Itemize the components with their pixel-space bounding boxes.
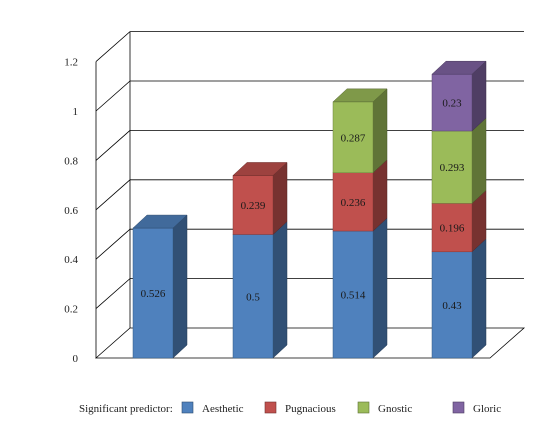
bar-side-aesthetic	[471, 238, 487, 359]
legend-swatch-gloric	[452, 401, 465, 414]
bar-segment-pugnacious	[431, 203, 473, 253]
bar-side-gnostic	[471, 117, 487, 204]
bar-top-gnostic	[332, 88, 388, 103]
legend: Significant predictor: Aesthetic Pugnacio…	[79, 401, 501, 415]
bar-segment-gloric	[431, 73, 473, 132]
bar-side-gnostic	[372, 88, 388, 174]
bar-side-aesthetic	[272, 220, 288, 359]
bar-side-aesthetic	[172, 214, 188, 359]
bar-segment-aesthetic	[132, 227, 174, 359]
data-label: 0.287	[341, 132, 366, 144]
bar-segment-aesthetic	[332, 230, 374, 359]
data-label: 0.514	[341, 290, 366, 302]
y-tick-label: 1.2	[64, 57, 78, 69]
bar-segment-pugnacious	[232, 175, 274, 235]
legend-title: Significant predictor:	[79, 403, 173, 415]
y-tick-label: 0.4	[64, 254, 78, 266]
data-label: 0.5	[246, 291, 260, 303]
y-tick-label: 0.6	[64, 205, 78, 217]
y-tick-label: 0	[73, 353, 79, 365]
bar-segment-aesthetic	[232, 234, 274, 359]
bar-top-pugnacious	[232, 162, 288, 176]
y-axis: 0 0.2 0.4 0.6 0.8 1 1.2	[64, 31, 131, 365]
data-label: 0.23	[442, 98, 462, 110]
data-label: 0.293	[440, 162, 465, 174]
legend-swatch-gnostic	[357, 401, 370, 414]
bar-segment-pugnacious	[332, 172, 374, 232]
bar-segment-gnostic	[431, 130, 473, 204]
legend-swatch-aesthetic	[181, 401, 194, 414]
bar-segment-aesthetic	[431, 251, 473, 359]
data-label: 0.196	[440, 223, 465, 235]
y-tick-label: 0.8	[64, 155, 78, 167]
legend-label-aesthetic: Aesthetic	[202, 403, 244, 415]
y-tick-label: 1	[73, 106, 79, 118]
bar-side-aesthetic	[372, 217, 388, 359]
y-tick-label: 0.2	[64, 304, 78, 316]
legend-label-gloric: Gloric	[473, 403, 501, 415]
data-label: 0.239	[241, 200, 266, 212]
bar-segment-gnostic	[332, 101, 374, 173]
bar-top-gloric	[431, 60, 487, 75]
data-label: 0.236	[341, 197, 366, 209]
data-label: 0.43	[442, 300, 462, 312]
data-labels: 0.526 0.5 0.239 0.514 0.236 0.287 0.43 0.196 0.2…	[141, 98, 465, 312]
bars	[132, 60, 487, 359]
bar-top-aesthetic	[132, 214, 188, 229]
data-label: 0.526	[141, 288, 166, 300]
legend-label-pugnacious: Pugnacious	[285, 403, 336, 415]
gridline	[95, 31, 524, 62]
legend-swatch-pugnacious	[264, 401, 277, 414]
legend-label-gnostic: Gnostic	[378, 403, 412, 415]
